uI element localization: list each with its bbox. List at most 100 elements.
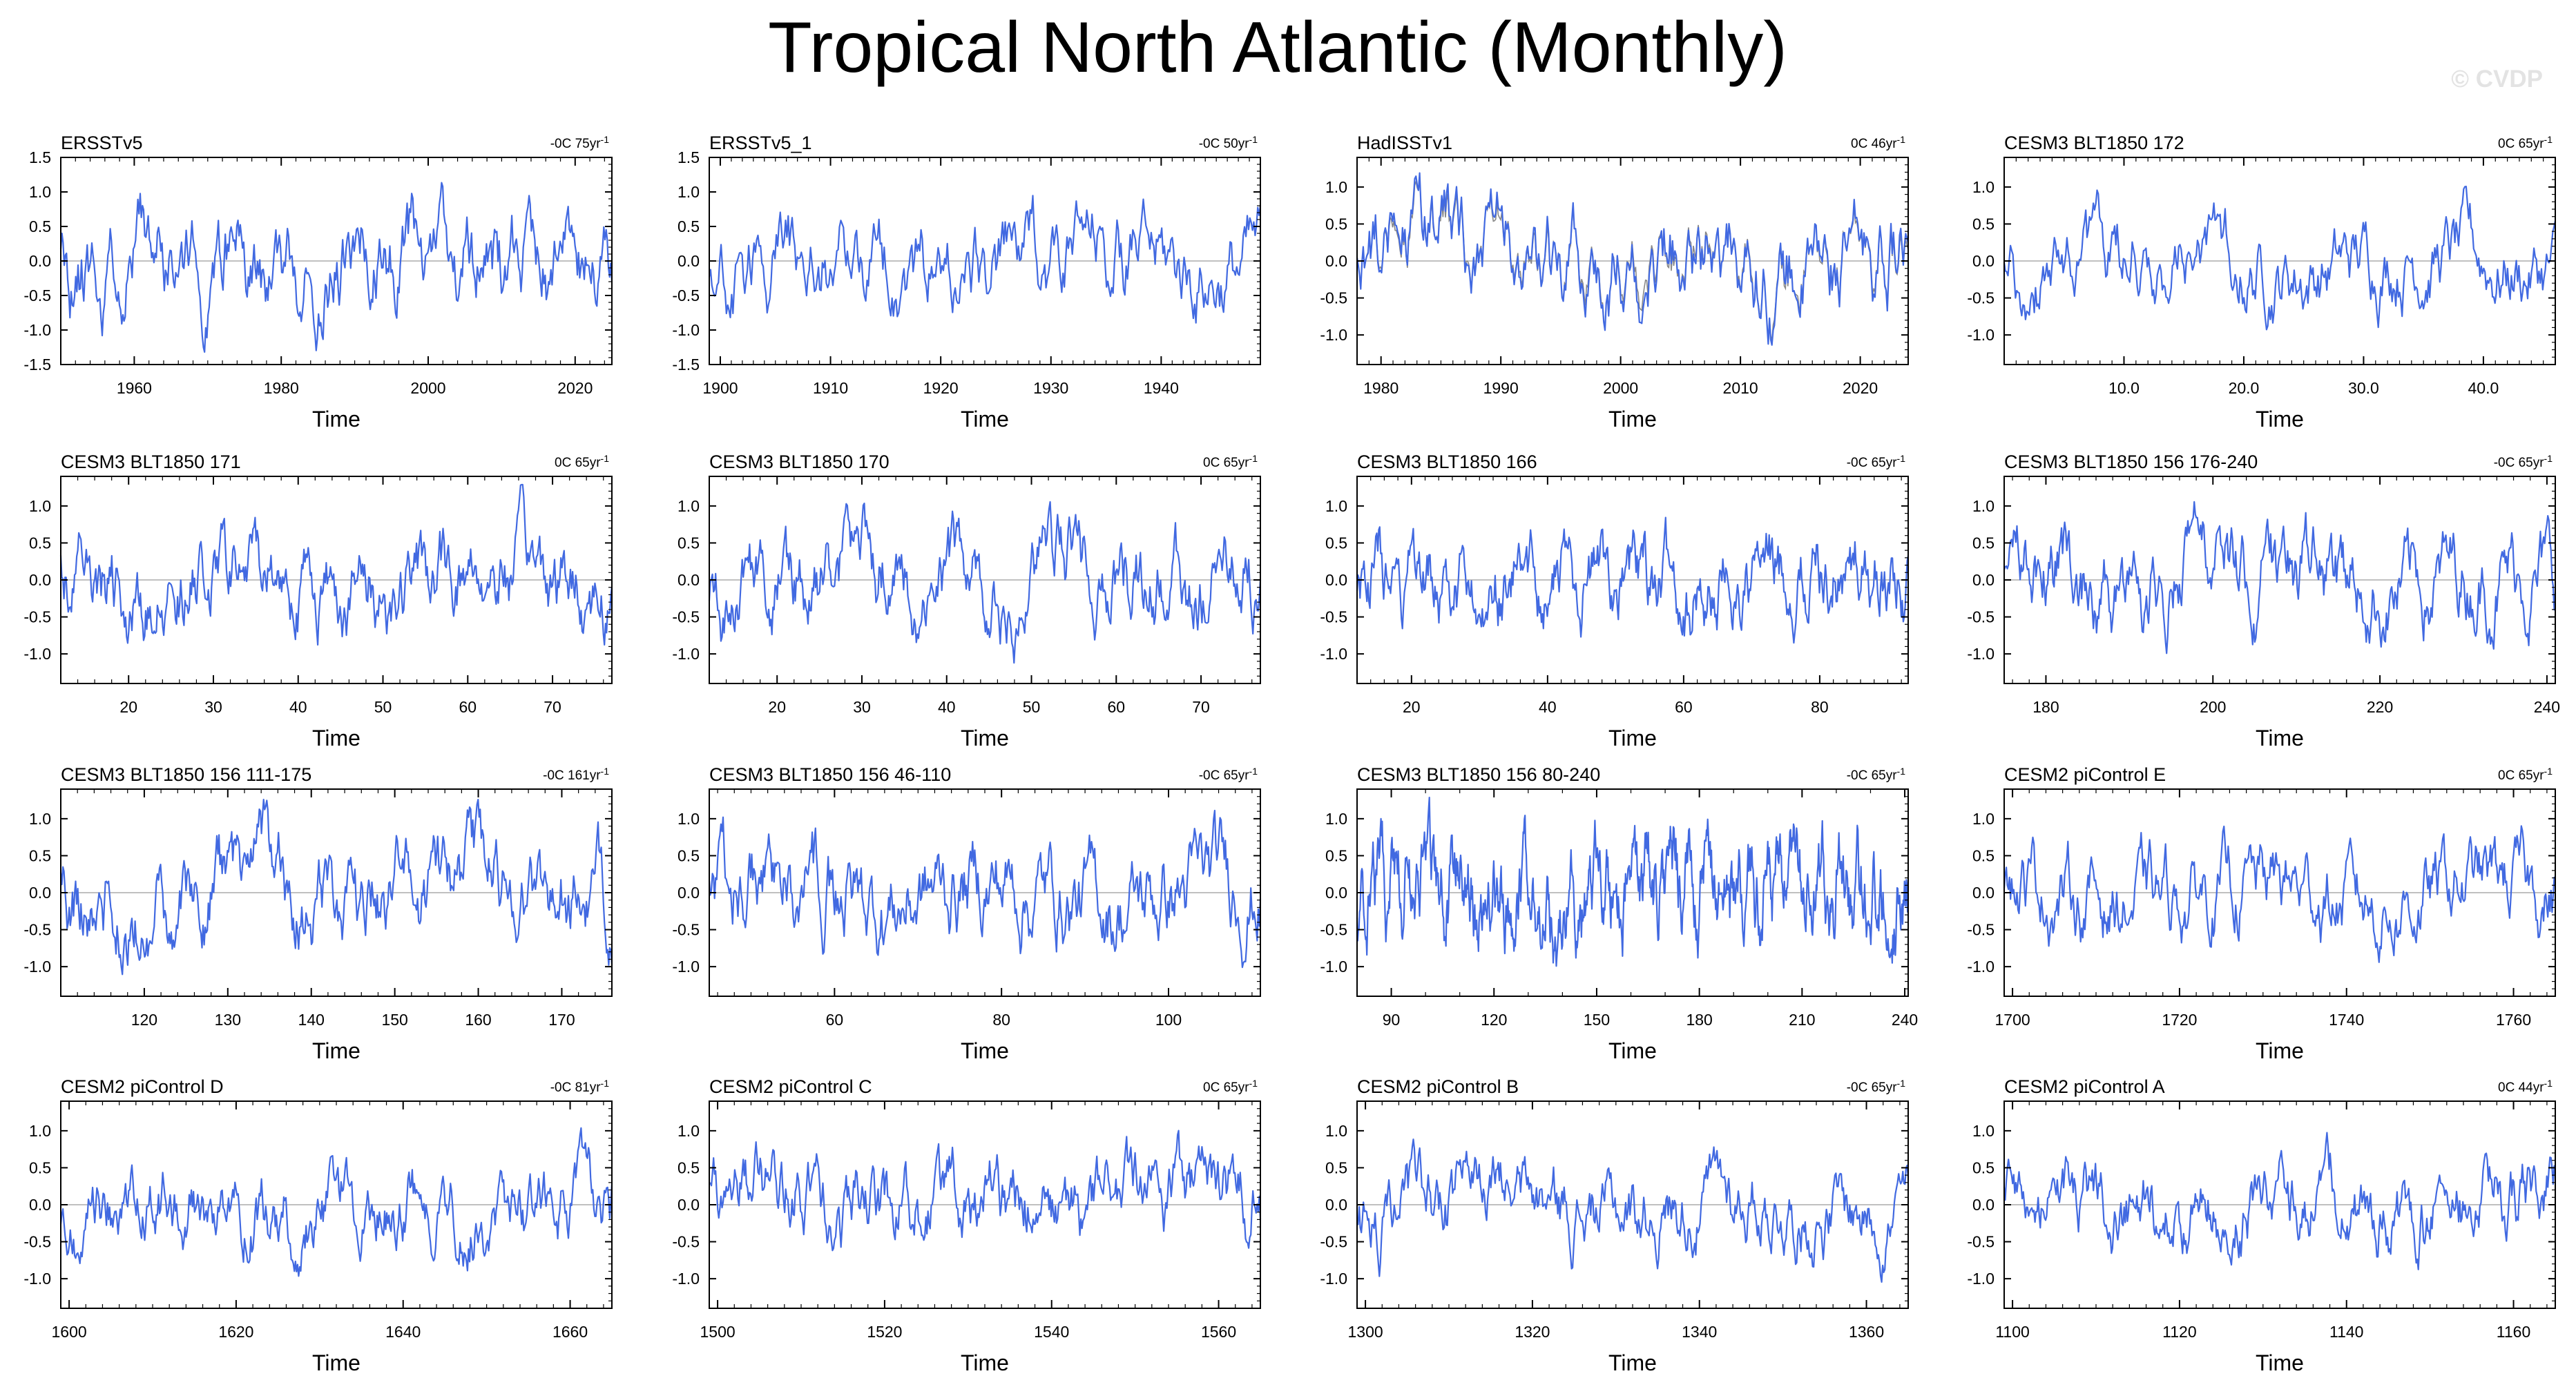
series-line (709, 1129, 1262, 1252)
trend-label: -0C 75yr-1 (550, 134, 610, 151)
x-tick-label: 1100 (1995, 1323, 2029, 1341)
x-tick-label: 80 (1811, 698, 1829, 716)
x-tick-label: 1660 (552, 1323, 588, 1341)
chart-panel: CESM2 piControl D -0C 81yr-1 -1.0 -0.5 0.0 0.… (23, 1076, 613, 1375)
trend-label: -0C 50yr-1 (1199, 134, 1258, 151)
x-tick-label: 1620 (218, 1323, 253, 1341)
y-tick-label: -1.0 (23, 645, 51, 663)
y-tick-label: -1.0 (23, 321, 51, 339)
y-tick-label: 1.0 (1325, 497, 1347, 515)
y-tick-label: -0.5 (1967, 608, 1995, 626)
panel-title: CESM2 piControl D (61, 1076, 224, 1097)
panel-title: HadISSTv1 (1357, 133, 1452, 153)
x-axis-label: Time (2256, 407, 2304, 431)
trend-label: 0C 65yr-1 (1203, 1078, 1258, 1095)
panel-title: CESM2 piControl C (709, 1076, 872, 1097)
y-tick-label: 0.5 (29, 1158, 51, 1176)
x-tick-label: 130 (215, 1011, 241, 1029)
x-tick-label: 1560 (1201, 1323, 1236, 1341)
chart-panel: ERSSTv5 -0C 75yr-1 -1.5 -1.0 -0.5 0.0 0.5 1.0 1.… (23, 133, 613, 431)
x-tick-label: 90 (1383, 1011, 1401, 1029)
x-tick-label: 220 (2367, 698, 2393, 716)
x-tick-label: 1360 (1849, 1323, 1884, 1341)
y-tick-label: 0.5 (677, 1158, 700, 1176)
y-tick-label: 0.5 (1972, 215, 1995, 233)
chart-panel: CESM3 BLT1850 171 0C 65yr-1 -1.0 -0.5 0.0 0.5… (23, 452, 613, 750)
y-tick-label: -0.5 (1967, 921, 1995, 939)
series-line (59, 799, 613, 976)
x-tick-label: 1940 (1144, 379, 1179, 397)
x-axis-label: Time (312, 1350, 361, 1375)
figure-title: Tropical North Atlantic (Monthly) (768, 8, 1787, 88)
trend-exponent: -1 (2544, 766, 2553, 777)
y-tick-label: -0.5 (23, 287, 51, 304)
series-line (2003, 501, 2557, 654)
series-line (2003, 1132, 2557, 1270)
y-tick-label: 0.5 (29, 534, 51, 552)
panel-title: CESM3 BLT1850 166 (1357, 452, 1537, 472)
y-tick-label: 0.5 (1972, 846, 1995, 864)
x-axis-label: Time (312, 1038, 361, 1063)
trend-label: 0C 65yr-1 (2498, 766, 2553, 783)
y-tick-label: 0.5 (677, 846, 700, 864)
y-tick-label: -1.0 (672, 958, 700, 976)
y-tick-label: 1.0 (1325, 1122, 1347, 1140)
x-tick-label: 170 (548, 1011, 575, 1029)
x-tick-label: 1520 (867, 1323, 902, 1341)
y-tick-label: -1.0 (23, 958, 51, 976)
chart-panel: CESM3 BLT1850 172 0C 65yr-1 -1.0 -0.5 0.0 0.5… (1967, 133, 2557, 431)
y-tick-label: -0.5 (1320, 1233, 1347, 1251)
y-tick-label: 0.5 (677, 217, 700, 235)
series-line (1356, 797, 1910, 967)
y-tick-label: -1.0 (1320, 958, 1347, 976)
trend-exponent: -1 (1897, 453, 1906, 464)
x-axis-label: Time (2256, 726, 2304, 750)
panel-title: CESM3 BLT1850 170 (709, 452, 890, 472)
series-line (1356, 1138, 1910, 1283)
y-tick-label: 1.0 (1972, 1122, 1995, 1140)
chart-panel: ERSSTv5_1 -0C 50yr-1 -1.5 -1.0 -0.5 0.0 0.5 1.0… (672, 133, 1262, 431)
trend-exponent: -1 (2544, 134, 2553, 145)
trend-label: -0C 81yr-1 (550, 1078, 610, 1095)
y-tick-label: 1.0 (1972, 810, 1995, 828)
watermark: © CVDP (2451, 66, 2543, 93)
trend-label: -0C 65yr-1 (1199, 766, 1258, 783)
y-tick-label: 0.0 (1972, 1196, 1995, 1214)
x-tick-label: 70 (544, 698, 561, 716)
trend-exponent: -1 (601, 134, 610, 145)
trend-label: 0C 44yr-1 (2498, 1078, 2553, 1095)
series-line (59, 182, 613, 353)
chart-panel: CESM2 piControl A 0C 44yr-1 -1.0 -0.5 0.0 0.5… (1967, 1076, 2557, 1375)
series-line (2003, 825, 2556, 963)
trend-exponent: -1 (2544, 453, 2553, 464)
y-tick-label: 1.0 (29, 810, 51, 828)
x-axis-label: Time (961, 726, 1009, 750)
x-tick-label: 50 (1023, 698, 1041, 716)
series-line (59, 1127, 613, 1277)
series-line (708, 195, 1262, 324)
y-tick-label: -1.0 (1967, 958, 1995, 976)
x-tick-label: 2000 (410, 379, 445, 397)
y-tick-label: -1.0 (672, 321, 700, 339)
x-axis-label: Time (961, 1038, 1009, 1063)
y-tick-label: 0.5 (677, 534, 700, 552)
y-tick-label: 0.5 (1325, 534, 1347, 552)
y-tick-label: -0.5 (23, 608, 51, 626)
x-tick-label: 1320 (1515, 1323, 1550, 1341)
x-tick-label: 1900 (702, 379, 738, 397)
panel-title: CESM2 piControl A (2004, 1076, 2165, 1097)
panel-title: CESM3 BLT1850 156 80-240 (1357, 764, 1600, 785)
y-tick-label: 1.0 (1325, 178, 1347, 196)
trend-exponent: -1 (1249, 1078, 1258, 1089)
panel-title: CESM3 BLT1850 156 111-175 (61, 764, 311, 785)
chart-panel: CESM3 BLT1850 170 0C 65yr-1 -1.0 -0.5 0.0 0.5… (672, 452, 1262, 750)
x-tick-label: 40.0 (2468, 379, 2499, 397)
trend-exponent: -1 (1249, 766, 1258, 777)
y-tick-label: -1.0 (1320, 326, 1347, 344)
x-tick-label: 20 (119, 698, 137, 716)
x-tick-label: 1600 (52, 1323, 87, 1341)
y-tick-label: 0.5 (1325, 215, 1347, 233)
x-tick-label: 1140 (2329, 1323, 2363, 1341)
y-tick-label: -0.5 (23, 921, 51, 939)
chart-panel: CESM2 piControl C 0C 65yr-1 -1.0 -0.5 0.0 0.5… (672, 1076, 1262, 1375)
